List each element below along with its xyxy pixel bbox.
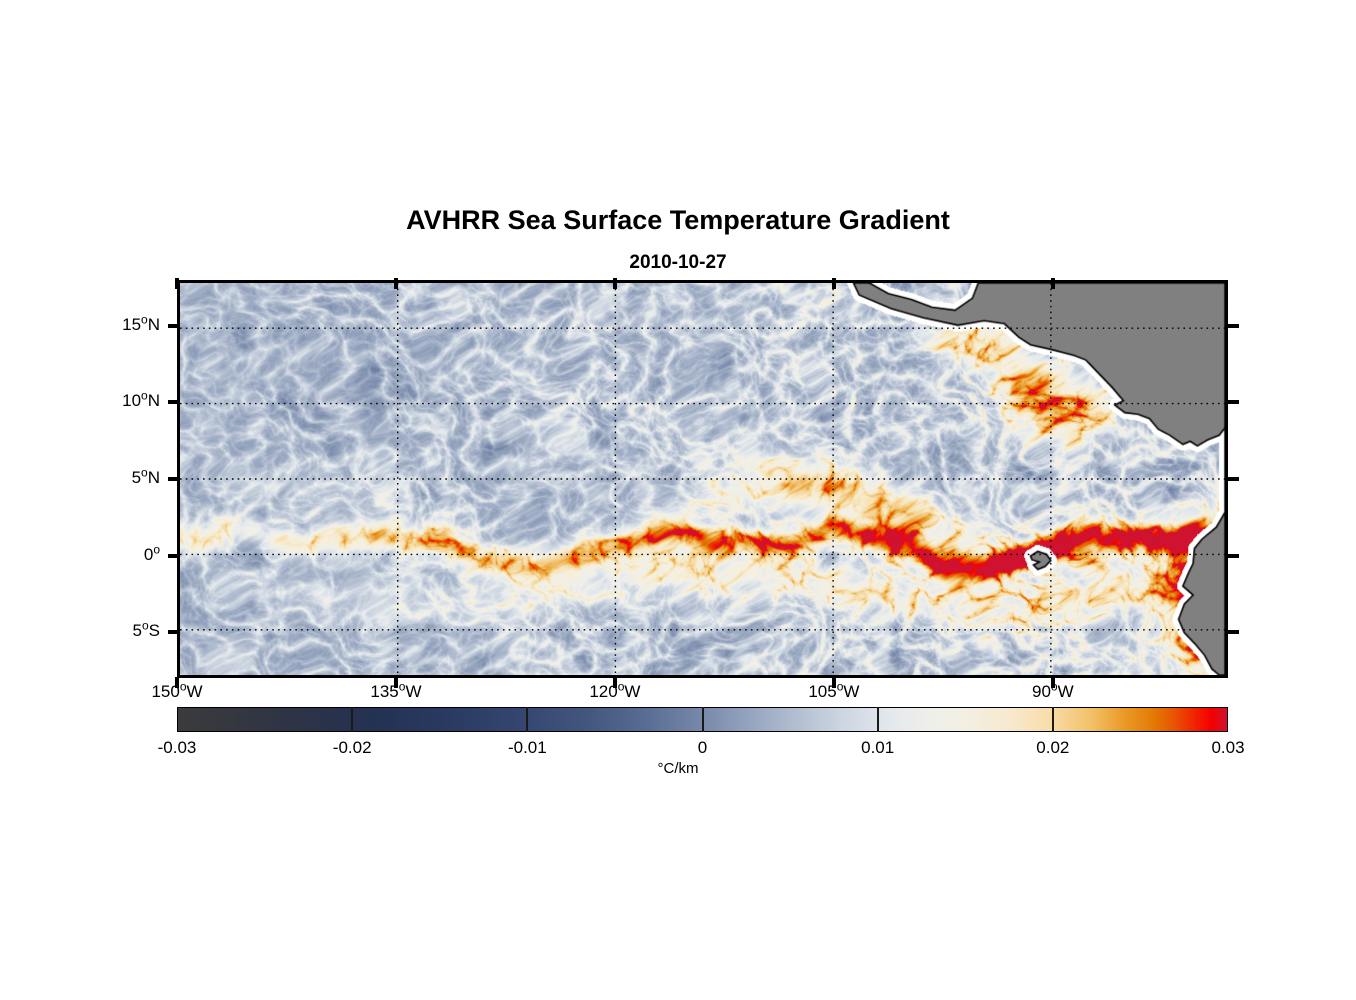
ytick-label: 0o [143,541,160,564]
colorbar-tick-mark [876,707,879,732]
xtick-mark-top [612,278,617,289]
ytick-label: 15oN [122,312,160,334]
ytick-mark-left [168,400,179,405]
xtick-mark-bottom [612,677,617,688]
colorbar-tick-mark [1051,707,1054,732]
ytick-mark-left [168,323,179,328]
colorbar-tick-mark [526,707,529,732]
xtick-label: 150oW [151,679,203,701]
ytick-mark-right [1228,323,1239,328]
xtick-mark-bottom [1050,677,1055,688]
xtick-label: 135oW [370,679,422,701]
ytick-label: 5oN [131,465,160,487]
xtick-mark-top [175,278,179,289]
colorbar-tick-label: -0.02 [332,738,372,757]
ytick-mark-right [1228,630,1239,635]
colorbar-tick-label: -0.01 [507,738,547,757]
colorbar-tick-label: 0.03 [1211,738,1245,757]
chart-subtitle: 2010-10-27 [629,252,727,273]
chart-title: AVHRR Sea Surface Temperature Gradient [406,205,950,235]
xtick-mark-bottom [393,677,398,688]
xtick-mark-top [831,278,836,289]
colorbar-tick-label: 0.01 [861,738,895,757]
colorbar-tick-mark [701,707,704,732]
ytick-label: 5oS [132,618,161,641]
ytick-mark-right [1228,477,1239,481]
ytick-mark-right [1228,553,1239,558]
map-axes [177,280,1228,678]
ytick-mark-right [1228,400,1239,405]
ytick-mark-left [168,630,179,635]
xtick-label: 90oW [1032,679,1074,701]
xtick-mark-top [393,278,398,289]
colorbar-tick-label: 0 [697,738,708,757]
xtick-mark-bottom [175,677,179,688]
colorbar-tick-mark [351,707,354,732]
ytick-mark-left [168,553,179,558]
xtick-label: 105oW [808,679,860,701]
ytick-mark-left [168,477,179,481]
sst-gradient-heatmap [180,283,1225,675]
ytick-label: 10oN [122,388,160,411]
xtick-mark-bottom [831,677,836,688]
xtick-label: 120oW [589,679,641,701]
colorbar-tick-label: -0.03 [157,738,197,757]
xtick-mark-top [1050,278,1055,289]
colorbar-unit-label: °C/km [657,760,699,777]
colorbar-tick-label: 0.02 [1036,738,1070,757]
